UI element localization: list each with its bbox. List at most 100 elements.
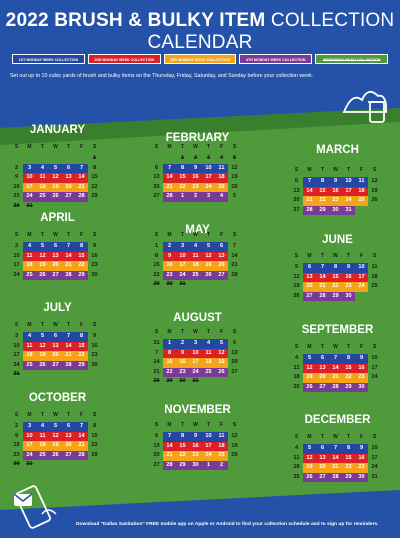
- week-row: 1 2 3 4 5: [150, 154, 241, 164]
- day-cell: 28: [62, 270, 75, 281]
- month-title: JANUARY: [29, 124, 86, 136]
- day-cell: 11: [202, 348, 215, 359]
- day-cell: [75, 202, 88, 212]
- day-cell: 17: [342, 186, 355, 197]
- day-cell: 5: [36, 332, 49, 342]
- month-title: SEPTEMBER: [301, 324, 374, 336]
- day-cell: 4: [202, 339, 215, 349]
- day-cell: 23: [91, 262, 98, 269]
- day-cell: 18: [293, 464, 300, 471]
- month-calendar-grid: 6 7 8 9 10 11 12 13 14 15 16 17 18 19 20 21 22 23 24 25 26 27…: [290, 177, 381, 216]
- day-cell: 21: [163, 451, 176, 461]
- day-cell: 27: [293, 206, 300, 213]
- day-cell: 20: [49, 261, 62, 271]
- day-cell: [23, 370, 36, 380]
- day-cell: [368, 383, 381, 393]
- day-cell: 6: [232, 340, 237, 346]
- day-of-week-label: T: [66, 322, 71, 328]
- day-of-week-label: F: [79, 144, 84, 150]
- day-cell: 28: [153, 378, 160, 385]
- day-cell: 12: [49, 173, 62, 183]
- day-of-week-label: F: [359, 344, 364, 350]
- day-cell: [62, 202, 75, 212]
- day-cell: 30: [355, 472, 368, 483]
- day-cell: 12: [371, 178, 378, 184]
- day-cell: 6: [316, 354, 329, 364]
- day-cell: 4: [219, 155, 224, 161]
- day-of-week-label: F: [219, 422, 224, 428]
- day-cell: 24: [202, 182, 215, 193]
- day-cell: 7: [303, 177, 316, 187]
- day-cell: 15: [176, 173, 189, 183]
- day-cell: 18: [215, 173, 228, 183]
- day-cell: 11: [23, 341, 36, 352]
- day-cell: 30: [355, 382, 368, 393]
- day-cell: 24: [371, 374, 378, 381]
- day-cell: [355, 292, 368, 302]
- day-cell: 3: [14, 243, 19, 249]
- day-cell: [163, 154, 176, 164]
- day-cell: 16: [329, 186, 342, 197]
- day-of-week-label: T: [320, 344, 325, 350]
- day-cell: 15: [91, 432, 98, 439]
- day-of-week-label: M: [167, 329, 172, 335]
- day-cell: 7: [62, 242, 75, 252]
- day-cell: 5: [303, 354, 316, 364]
- week-row: 6 7 8 9 10 11 12: [150, 163, 241, 174]
- day-of-week-label: S: [14, 322, 19, 328]
- day-cell: 1: [180, 155, 185, 161]
- day-cell: 29: [91, 193, 98, 200]
- day-cell: 28: [231, 271, 238, 278]
- day-cell: 20: [215, 261, 228, 271]
- day-of-week-label: S: [232, 422, 237, 428]
- week-row: 6 7 8 9 10 11 12: [150, 432, 241, 442]
- day-cell: 24: [189, 367, 202, 378]
- day-cell: 13: [153, 442, 160, 449]
- day-cell: 3: [176, 242, 189, 252]
- day-cell: 30: [189, 460, 202, 471]
- week-row: 28 29 30 31: [150, 377, 241, 387]
- day-cell: 24: [202, 451, 215, 461]
- day-cell: 12: [36, 341, 49, 352]
- week-row: 8 9 10 11 12 13 14: [150, 251, 241, 262]
- day-of-week-label: M: [307, 167, 312, 173]
- day-of-week-label: S: [372, 253, 377, 259]
- day-of-week-label: M: [167, 422, 172, 428]
- day-of-week-label: W: [53, 144, 58, 150]
- day-of-week-label: F: [359, 434, 364, 440]
- day-cell: 9: [189, 432, 202, 442]
- day-cell: 18: [293, 374, 300, 381]
- legend-item-no-collection: WEEKENDS OF NO COLLECTION: [315, 54, 388, 64]
- day-cell: 14: [62, 251, 75, 262]
- week-row: 26 27 28 29 30: [290, 291, 381, 302]
- month-calendar-grid: 6 7 8 9 10 11 12 13 14 15 16 17 18 19 20 21 22 23 24 25 26 27…: [150, 432, 241, 471]
- day-cell: 17: [202, 441, 215, 452]
- week-row: 27 28 29 30 31: [290, 205, 381, 216]
- day-cell: 6: [154, 433, 159, 439]
- month-title: APRIL: [40, 212, 75, 224]
- day-cell: 17: [176, 261, 189, 271]
- day-cell: 8: [342, 354, 355, 364]
- week-row: 16 17 18 19 20 21 22: [10, 182, 101, 193]
- day-of-week-label: T: [206, 232, 211, 238]
- day-cell: 14: [62, 341, 75, 352]
- day-cell: 3: [189, 339, 202, 349]
- day-cell: 31: [26, 202, 33, 209]
- day-of-week-label: S: [372, 344, 377, 350]
- day-of-week-label: W: [53, 412, 58, 418]
- day-cell: 11: [215, 163, 228, 174]
- day-cell: 23: [329, 196, 342, 206]
- week-row: 11 12 13 14 15 16 17: [290, 363, 381, 374]
- day-cell: 16: [355, 363, 368, 374]
- day-of-week-label: S: [154, 422, 159, 428]
- day-cell: 17: [23, 182, 36, 193]
- week-row: 10 11 12 13 14 15 16: [10, 251, 101, 262]
- day-of-week-label: M: [27, 322, 32, 328]
- day-cell: 19: [49, 441, 62, 451]
- week-row: 24 25 26 27 28 29 30: [10, 360, 101, 371]
